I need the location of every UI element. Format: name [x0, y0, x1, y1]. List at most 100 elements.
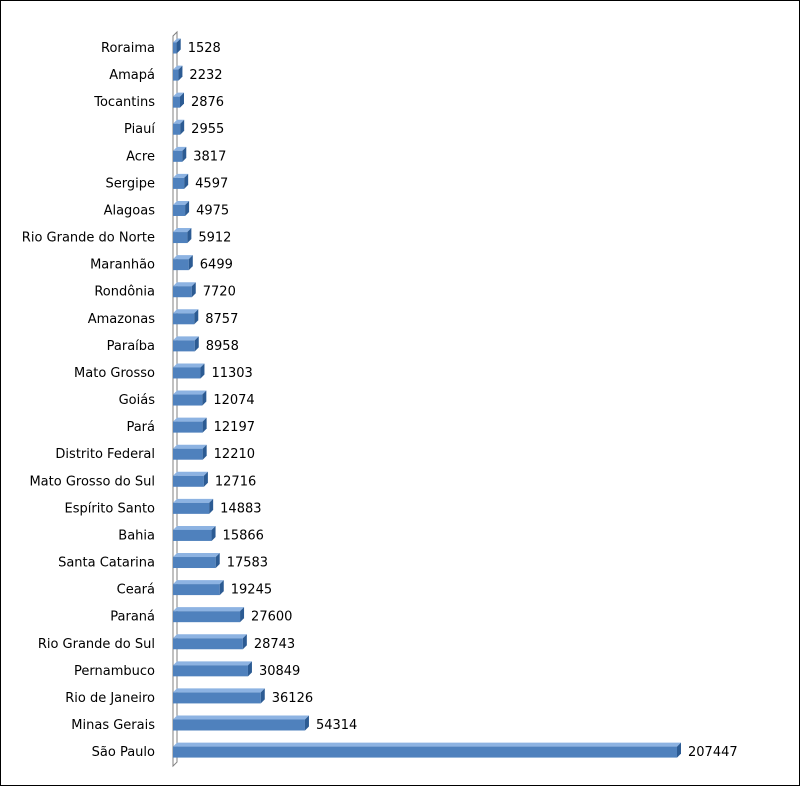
- bar-side-face: [202, 390, 207, 406]
- bar: [173, 363, 205, 379]
- value-label: 12210: [214, 447, 255, 462]
- bar-side-face: [219, 580, 224, 596]
- category-label: Sergipe: [106, 176, 155, 191]
- bar-front-face: [173, 475, 204, 487]
- value-label: 54314: [316, 718, 357, 733]
- value-label: 8757: [205, 312, 238, 327]
- category-label: Santa Catarina: [58, 556, 155, 571]
- bar-side-face: [179, 92, 184, 108]
- value-label: 15866: [223, 528, 264, 543]
- bar-front-face: [173, 150, 183, 162]
- bar: [173, 282, 196, 298]
- category-label: Rio de Janeiro: [65, 691, 155, 706]
- bar: [173, 38, 181, 54]
- bar-side-face: [211, 525, 216, 541]
- value-label: 1528: [188, 41, 221, 56]
- bar-front-face: [173, 313, 195, 325]
- bar-side-face: [247, 661, 252, 677]
- bar-top-face: [173, 309, 199, 314]
- bar-top-face: [173, 525, 216, 530]
- value-label: 17583: [227, 556, 268, 571]
- bar-front-face: [173, 177, 185, 189]
- value-label: 4597: [195, 176, 228, 191]
- bar-side-face: [240, 607, 245, 623]
- bar-side-face: [194, 336, 199, 352]
- category-label: Bahia: [118, 528, 155, 543]
- category-label: Paraíba: [107, 339, 155, 354]
- bar-top-face: [173, 444, 207, 449]
- bar-front-face: [173, 96, 180, 108]
- bar-side-face: [200, 363, 205, 379]
- category-label: Rondônia: [94, 285, 155, 300]
- bar-front-face: [173, 611, 241, 623]
- bar-top-face: [173, 688, 265, 693]
- category-label: Rio Grande do Norte: [22, 231, 155, 246]
- value-label: 36126: [272, 691, 313, 706]
- bar: [173, 634, 247, 650]
- bar: [173, 228, 192, 244]
- value-label: 4975: [196, 203, 229, 218]
- bar: [173, 471, 208, 487]
- category-label: Mato Grosso: [74, 366, 155, 381]
- category-label: Roraima: [101, 41, 155, 56]
- bar-side-face: [677, 742, 681, 758]
- category-label: Pernambuco: [74, 664, 155, 679]
- bar-front-face: [173, 746, 677, 758]
- bar: [173, 173, 189, 189]
- category-label: Espírito Santo: [65, 501, 156, 516]
- bar: [173, 65, 183, 81]
- bar-top-face: [173, 634, 247, 639]
- bars-group: [173, 38, 681, 758]
- bar-front-face: [173, 42, 177, 54]
- bar: [173, 146, 187, 162]
- bar-front-face: [173, 204, 186, 216]
- bar: [173, 580, 224, 596]
- bar: [173, 715, 309, 731]
- bar-top-face: [173, 390, 207, 395]
- bar-front-face: [173, 529, 212, 541]
- bar-top-face: [173, 471, 208, 476]
- bar-top-face: [173, 553, 220, 558]
- bar-side-face: [178, 65, 183, 81]
- bar-top-face: [173, 173, 189, 178]
- category-label: Amapá: [109, 68, 155, 83]
- bar-top-face: [173, 146, 187, 151]
- value-label: 2955: [191, 122, 224, 137]
- bar-front-face: [173, 502, 210, 514]
- bar-top-face: [173, 92, 184, 97]
- bar-top-face: [173, 38, 181, 43]
- bar: [173, 525, 216, 541]
- bar-front-face: [173, 692, 261, 704]
- bar-front-face: [173, 394, 203, 406]
- category-label: Paraná: [110, 610, 155, 625]
- bar: [173, 255, 193, 271]
- bar-top-face: [173, 336, 199, 341]
- bar-side-face: [202, 417, 207, 433]
- category-label: Distrito Federal: [55, 447, 155, 462]
- bar-top-face: [173, 119, 185, 124]
- value-label: 27600: [251, 610, 292, 625]
- bar-top-face: [173, 228, 192, 233]
- bar: [173, 498, 214, 514]
- bar-top-face: [173, 742, 681, 747]
- bar-side-face: [209, 498, 214, 514]
- bar-top-face: [173, 282, 196, 287]
- category-label: São Paulo: [92, 745, 155, 760]
- bar-front-face: [173, 584, 220, 596]
- bar: [173, 553, 220, 569]
- bar: [173, 200, 190, 216]
- bar: [173, 336, 199, 352]
- bar-top-face: [173, 715, 309, 720]
- bar-front-face: [173, 367, 201, 379]
- bar-top-face: [173, 607, 245, 612]
- bar-side-face: [187, 228, 192, 244]
- value-label: 207447: [688, 745, 738, 760]
- bar-side-face: [215, 553, 220, 569]
- category-label: Alagoas: [104, 203, 156, 218]
- category-label: Minas Gerais: [71, 718, 155, 733]
- bar-top-face: [173, 417, 207, 422]
- category-label: Tocantins: [93, 95, 155, 110]
- bar-front-face: [173, 421, 203, 433]
